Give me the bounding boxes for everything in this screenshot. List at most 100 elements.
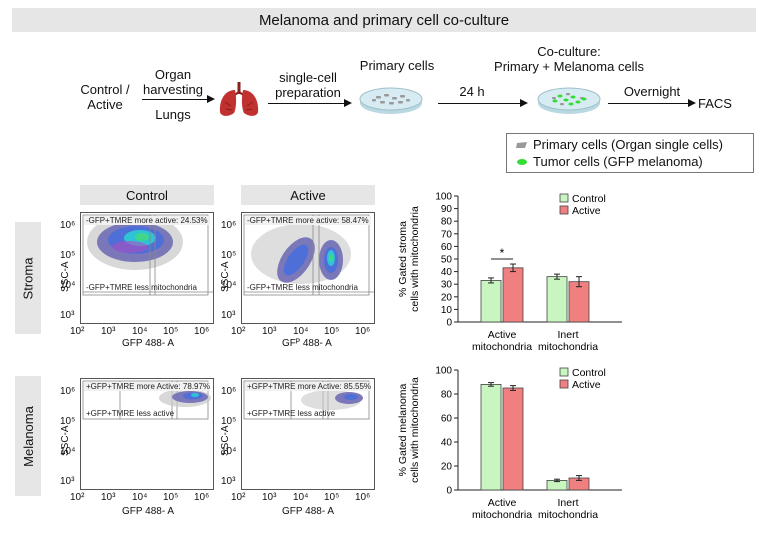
- flow-xtick-stroma-active: 10⁴: [293, 326, 309, 337]
- x-category-label: mitochondria: [472, 341, 532, 353]
- y-tick-label: 30: [441, 280, 453, 291]
- y-axis-label: % Gated stromacells with mitochondria: [397, 206, 421, 312]
- col-header-control: Control: [80, 185, 214, 205]
- flow-ytick-melanoma-control: 10³: [60, 476, 75, 487]
- gate-label-upper: -GFP+TMRE more active: 24.53%: [86, 216, 208, 225]
- organ-harvesting-line2: harvesting: [143, 82, 203, 97]
- flow-plot-stroma-control-area: -GFP+TMRE more active: 24.53% -GFP+TMRE …: [80, 212, 214, 324]
- lungs-label: Lungs: [155, 107, 191, 122]
- flow-ytick-stroma-control: 10³: [60, 310, 75, 321]
- legend-label-active: Active: [572, 205, 601, 217]
- flow-ytick-melanoma-active: 10⁵: [221, 416, 237, 427]
- flow-xtick-stroma-control: 10⁶: [194, 326, 210, 337]
- flow-ytick-stroma-active: 10³: [221, 310, 236, 321]
- y-axis-label-line1: % Gated stroma: [397, 221, 409, 297]
- flow-ytick-melanoma-control: 10⁴: [60, 446, 76, 457]
- row-header-melanoma: Melanoma: [15, 376, 41, 496]
- gate-label-upper: +GFP+TMRE more Active: 78.97%: [86, 382, 210, 391]
- legend-label-control: Control: [572, 193, 606, 205]
- legend-swatch-active: [559, 379, 569, 389]
- y-axis-label-line2: cells with mitochondria: [409, 206, 421, 312]
- y-tick-label: 90: [441, 204, 453, 215]
- flow-xtick-melanoma-control: 10³: [101, 492, 116, 503]
- melanoma-active-density: [301, 390, 363, 410]
- flow-xtick-stroma-control: 10⁵: [163, 326, 179, 337]
- flow-xtick-stroma-active: 10²: [231, 326, 246, 337]
- flow-ytick-melanoma-active: 10³: [221, 476, 236, 487]
- arrow-overnight: [608, 99, 696, 107]
- petri-dish-coculture-icon: [537, 87, 601, 114]
- x-category-label: Active: [488, 497, 517, 509]
- flow-xlabel-stroma-control: GFP 488- A: [122, 338, 175, 349]
- y-tick-label: 10: [441, 305, 453, 316]
- y-tick-label: 20: [441, 292, 453, 303]
- flow-xtick-melanoma-active: 10⁶: [355, 492, 371, 503]
- figure-title: Melanoma and primary cell co-culture: [12, 8, 756, 32]
- x-category-label: Active: [488, 329, 517, 341]
- figure-title-text: Melanoma and primary cell co-culture: [258, 11, 510, 29]
- flow-ytick-stroma-active: 10⁴: [221, 280, 237, 291]
- flow-ytick-stroma-active: 10⁵: [221, 250, 237, 261]
- y-tick-label: 80: [441, 390, 453, 401]
- flow-ytick-melanoma-control: 10⁶: [60, 386, 76, 397]
- y-tick-label: 100: [435, 192, 452, 203]
- flow-xtick-melanoma-active: 10⁴: [293, 492, 309, 503]
- gate-label-lower: -GFP+TMRE less mitochondria: [86, 283, 197, 292]
- x-category-label: Inert: [557, 329, 578, 341]
- row-header-stroma: Stroma: [15, 222, 41, 334]
- bar-active: [502, 267, 524, 323]
- x-category-label: Inert: [557, 497, 578, 509]
- y-tick-label: 60: [441, 414, 453, 425]
- flow-xtick-stroma-control: 10²: [70, 326, 85, 337]
- flow-ytick-melanoma-active: 10⁴: [221, 446, 237, 457]
- y-tick-label: 50: [441, 255, 453, 266]
- organ-harvesting-label: Organ harvesting: [138, 67, 208, 97]
- bar-chart-melanoma: % Gated melanomacells with mitochondria 0…: [397, 366, 622, 521]
- melanoma-control-density: [159, 389, 211, 407]
- flow-xtick-stroma-active: 10³: [262, 326, 277, 337]
- flow-xlabel-melanoma-control: GFP 488- A: [122, 506, 175, 517]
- x-category-label: mitochondria: [538, 509, 598, 521]
- bar-control: [480, 280, 502, 323]
- start-label: Control / Active: [70, 82, 140, 112]
- flow-xtick-melanoma-control: 10⁵: [163, 492, 179, 503]
- x-category-label: mitochondria: [538, 341, 598, 353]
- single-cell-line1: single-cell: [279, 70, 337, 85]
- single-cell-line2: preparation: [275, 85, 341, 100]
- y-tick-label: 60: [441, 242, 453, 253]
- arrow-harvest: [142, 95, 215, 103]
- flow-ytick-stroma-control: 10⁵: [60, 250, 76, 261]
- row-header-stroma-text: Stroma: [20, 257, 36, 299]
- primary-cells-label: Primary cells: [359, 58, 435, 73]
- gate-label-lower: +GFP+TMRE less active: [247, 409, 336, 418]
- organ-harvesting-line1: Organ: [154, 67, 192, 82]
- gate-label-lower: +GFP+TMRE less active: [86, 409, 175, 418]
- coculture-line2: Primary + Melanoma cells: [494, 59, 644, 74]
- gate-label-upper: -GFP+TMRE more active: 58.47%: [247, 216, 369, 225]
- row-header-melanoma-text: Melanoma: [20, 405, 36, 467]
- lungs-icon: [219, 82, 259, 116]
- flow-xtick-melanoma-control: 10²: [70, 492, 85, 503]
- petri-dish-primary-icon: [359, 87, 423, 114]
- gate-label-lower: -GFP+TMRE less mitochondria: [247, 283, 358, 292]
- facs-label: FACS: [698, 96, 732, 111]
- flow-xtick-stroma-control: 10⁴: [132, 326, 148, 337]
- y-tick-label: 0: [446, 318, 452, 329]
- flow-xtick-stroma-active: 10⁵: [324, 326, 340, 337]
- cell-legend: Primary cells (Organ single cells) Tumor…: [506, 133, 754, 173]
- legend-swatch-control: [559, 193, 569, 203]
- flow-plot-melanoma-active-area: +GFP+TMRE more Active: 85.55% +GFP+TMRE …: [241, 378, 375, 490]
- legend-primary-text: Primary cells (Organ single cells): [533, 137, 723, 152]
- y-tick-label: 0: [446, 486, 452, 497]
- legend-swatch-control: [559, 367, 569, 377]
- bar-active: [568, 281, 590, 323]
- flow-xtick-melanoma-active: 10²: [231, 492, 246, 503]
- single-cell-label: single-cell preparation: [268, 70, 348, 100]
- flow-xtick-melanoma-active: 10³: [262, 492, 277, 503]
- y-tick-label: 20: [441, 462, 453, 473]
- legend-primary: Primary cells (Organ single cells): [515, 137, 723, 152]
- flow-xtick-melanoma-active: 10⁵: [324, 492, 340, 503]
- significance-marker: *: [500, 246, 505, 260]
- flow-xlabel-stroma-active: GFᴾ 488- A: [282, 338, 332, 349]
- legend-tumor: Tumor cells (GFP melanoma): [515, 154, 703, 169]
